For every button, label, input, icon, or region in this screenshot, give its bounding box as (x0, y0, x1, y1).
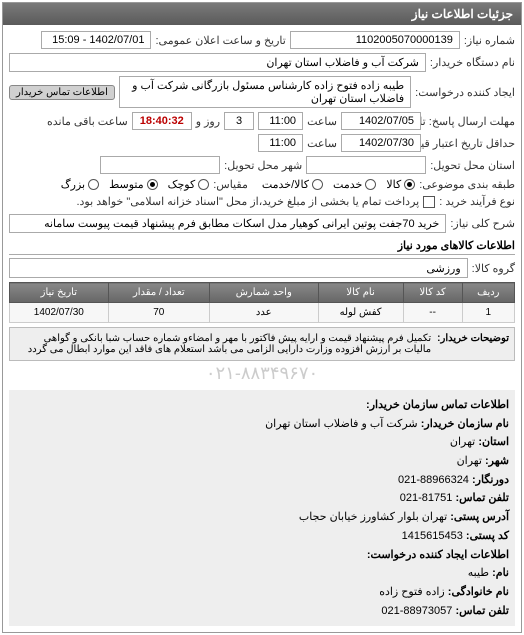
budget-label: طبقه بندی موضوعی: (419, 178, 515, 191)
c-phone: 81751-021 (400, 492, 453, 504)
c-org: شرکت آب و فاضلاب استان تهران (265, 418, 418, 430)
table-header: واحد شمارش (209, 283, 318, 303)
radio-dot-icon (147, 179, 158, 190)
table-cell: -- (403, 303, 462, 323)
buyer-org-value: شرکت آب و فاضلاب استان تهران (9, 53, 426, 72)
remaining-time: 18:40:32 (132, 112, 192, 130)
pub-date-value: 1402/07/01 - 15:09 (41, 31, 151, 49)
creator-label: ایجاد کننده درخواست: (415, 86, 515, 99)
validity-date-value: 1402/07/30 (341, 134, 421, 152)
radio-medium-label: متوسط (109, 178, 144, 191)
goods-table: ردیفکد کالانام کالاواحد شمارشتعداد / مقد… (9, 282, 515, 323)
c-post: 1415615453 (402, 530, 463, 542)
c-org-label: نام سازمان خریدار: (421, 418, 509, 430)
radio-medium[interactable]: متوسط (109, 178, 158, 191)
c-lname: زاده فتوح زاده (379, 586, 445, 598)
buy-type-note: پرداخت تمام یا بخشی از مبلغ خرید،از محل … (76, 195, 419, 208)
c-cphone-label: تلفن تماس: (455, 605, 509, 617)
table-header: کد کالا (403, 283, 462, 303)
c-creator2-label: اطلاعات ایجاد کننده درخواست: (367, 549, 509, 561)
c-cphone: 88973057-021 (381, 605, 452, 617)
c-lname-label: نام خانوادگی: (448, 586, 509, 598)
scale-label: مقیاس: (213, 178, 248, 191)
c-addr: تهران بلوار کشاورز خیابان حجاب (299, 511, 447, 523)
c-post-label: کد پستی: (466, 530, 509, 542)
buyer-org-label: نام دستگاه خریدار: (430, 56, 515, 69)
note-text: تکمیل فرم پیشنهاد قیمت و ارایه پیش فاکتو… (15, 333, 431, 355)
radio-dot-icon (88, 179, 99, 190)
table-cell: کفش لوله (318, 303, 403, 323)
radio-large[interactable]: بزرگ (61, 178, 99, 191)
buy-type-label: نوع فرآیند خرید : (439, 195, 515, 208)
buyer-contact-badge[interactable]: اطلاعات تماس خریدار (9, 85, 115, 100)
resp-date-value: 1402/07/05 (341, 112, 421, 130)
table-header: نام کالا (318, 283, 403, 303)
desc-value: خرید 70جفت پوتین ایرانی کوهیار مدل اسکات… (9, 214, 446, 233)
table-cell: 1 (462, 303, 514, 323)
table-header: تعداد / مقدار (108, 283, 209, 303)
note-label: توضیحات خریدار: (437, 333, 509, 355)
goods-info-title: اطلاعات کالاهای مورد نیاز (9, 239, 515, 255)
panel-title: جزئیات اطلاعات نیاز (3, 3, 521, 25)
c-fax: 88966324-021 (398, 474, 469, 486)
creator-value: طیبه زاده فتوح زاده کارشناس مسئول بازرگا… (119, 76, 411, 108)
delivery-state-value (306, 156, 426, 174)
radio-goods-label: کالا (386, 178, 401, 191)
c-name-label: نام: (492, 567, 509, 579)
radio-service-label: خدمت (333, 178, 362, 191)
table-row: 1--کفش لولهعدد701402/07/30 (10, 303, 515, 323)
req-no-value: 1102005070000139 (290, 31, 460, 49)
radio-both-label: کالا/خدمت (262, 178, 309, 191)
c-addr-label: آدرس پستی: (450, 511, 509, 523)
c-prov: تهران (450, 436, 475, 448)
c-phone-label: تلفن تماس: (455, 492, 509, 504)
table-header: ردیف (462, 283, 514, 303)
contact-info: اطلاعات تماس سازمان خریدار: نام سازمان خ… (9, 390, 515, 626)
radio-small-label: کوچک (168, 178, 196, 191)
table-header: تاریخ نیاز (10, 283, 109, 303)
subject-radio-group: کالا خدمت کالا/خدمت (262, 178, 415, 191)
validity-label: حداقل تاریخ اعتبار قیمت: تا تاریخ: (425, 137, 515, 150)
resp-deadline-label: مهلت ارسال پاسخ: تا تاریخ: (425, 115, 515, 128)
radio-both[interactable]: کالا/خدمت (262, 178, 323, 191)
faded-phone: ۰۲۱-۸۸۳۴۹۶۷۰ (9, 363, 515, 384)
delivery-state-label: استان محل تحویل: (430, 159, 515, 172)
group-input[interactable] (9, 258, 468, 278)
radio-goods[interactable]: کالا (386, 178, 415, 191)
time-label-2: ساعت (307, 137, 337, 150)
radio-large-label: بزرگ (61, 178, 85, 191)
c-city: تهران (457, 455, 482, 467)
scale-radio-group: کوچک متوسط بزرگ (61, 178, 209, 191)
delivery-city-label: شهر محل تحویل: (224, 159, 302, 172)
group-label: گروه کالا: (472, 262, 515, 275)
c-name: طیبه (468, 567, 489, 579)
desc-label: شرح کلی نیاز: (450, 217, 515, 230)
days-value: 3 (224, 112, 254, 130)
radio-dot-icon (312, 179, 323, 190)
remaining-suffix: ساعت باقی مانده (47, 115, 128, 128)
radio-dot-icon (365, 179, 376, 190)
table-cell: 70 (108, 303, 209, 323)
days-unit: روز و (196, 115, 220, 128)
c-prov-label: استان: (478, 436, 509, 448)
radio-dot-icon (404, 179, 415, 190)
buy-type-checkbox[interactable] (423, 196, 435, 208)
radio-dot-icon (198, 179, 209, 190)
form-area: شماره نیاز: 1102005070000139 تاریخ و ساع… (3, 25, 521, 632)
radio-service[interactable]: خدمت (333, 178, 376, 191)
table-cell: 1402/07/30 (10, 303, 109, 323)
req-no-label: شماره نیاز: (464, 34, 515, 47)
details-panel: جزئیات اطلاعات نیاز شماره نیاز: 11020050… (2, 2, 522, 633)
radio-small[interactable]: کوچک (168, 178, 210, 191)
resp-time-value: 11:00 (258, 112, 303, 130)
time-label-1: ساعت (307, 115, 337, 128)
c-fax-label: دورنگار: (472, 474, 509, 486)
buyer-notes: توضیحات خریدار: تکمیل فرم پیشنهاد قیمت و… (9, 327, 515, 361)
pub-date-label: تاریخ و ساعت اعلان عمومی: (155, 34, 285, 47)
validity-time-value: 11:00 (258, 134, 303, 152)
c-city-label: شهر: (485, 455, 509, 467)
delivery-city-value (100, 156, 220, 174)
contact-title: اطلاعات تماس سازمان خریدار: (366, 399, 509, 411)
table-cell: عدد (209, 303, 318, 323)
